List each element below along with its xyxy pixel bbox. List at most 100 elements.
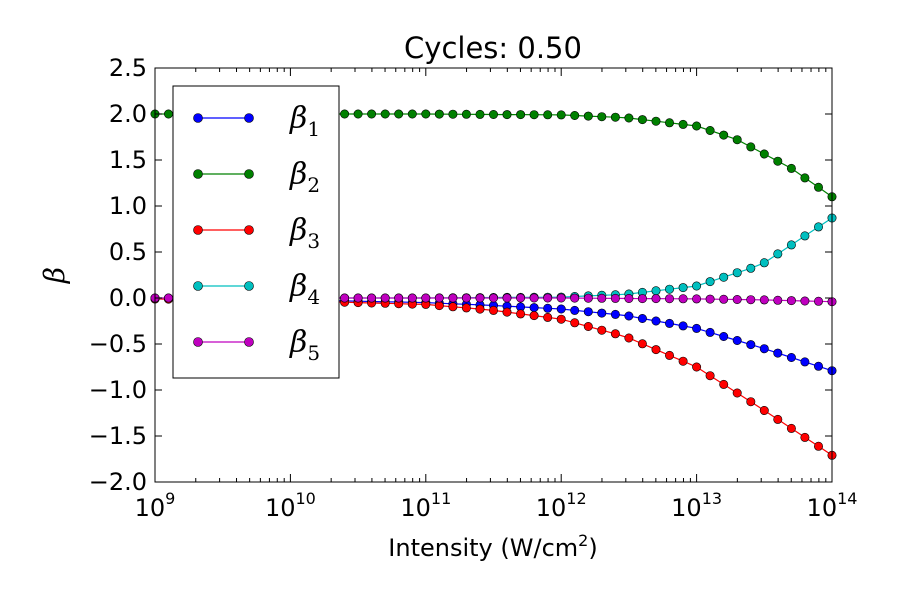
- series-2-point: [651, 116, 661, 126]
- series-5-point: [475, 293, 485, 303]
- series-5-point: [556, 293, 566, 303]
- series-4-point: [719, 272, 729, 282]
- series-2-point: [773, 156, 783, 166]
- series-5-point: [421, 293, 431, 303]
- series-2-point: [692, 121, 702, 131]
- series-3-point: [597, 325, 607, 335]
- series-5-point: [664, 294, 674, 304]
- legend-label: β3: [289, 213, 320, 253]
- legend-marker: [193, 281, 203, 291]
- series-3-point: [624, 333, 634, 343]
- series-2-point: [610, 112, 620, 122]
- series-3-point: [488, 305, 498, 315]
- series-5-point: [773, 295, 783, 305]
- series-4-point: [692, 281, 702, 291]
- series-3-point: [651, 345, 661, 355]
- series-3-point: [502, 307, 512, 317]
- series-5-point: [719, 294, 729, 304]
- series-5-point: [583, 293, 593, 303]
- legend: β1 β2 β3 β4 β5: [172, 85, 340, 379]
- y-axis-label: β: [38, 267, 71, 284]
- series-3-point: [516, 309, 526, 319]
- series-1-point: [800, 357, 810, 367]
- series-3-point: [732, 388, 742, 398]
- x-tick-label: 1013: [671, 489, 722, 522]
- legend-marker: [193, 113, 203, 123]
- series-5-point: [380, 293, 390, 303]
- series-3-point: [543, 312, 553, 322]
- series-5-point: [340, 293, 350, 303]
- series-1-point: [705, 327, 715, 337]
- series-3-point: [813, 441, 823, 451]
- series-1-point: [719, 331, 729, 341]
- series-3-point: [570, 318, 580, 328]
- series-2-point: [732, 135, 742, 145]
- series-1-point: [651, 316, 661, 326]
- series-2-point: [340, 109, 350, 119]
- series-4-point: [786, 240, 796, 250]
- series-1-point: [759, 344, 769, 354]
- series-5-point: [597, 293, 607, 303]
- x-axis: 109 1010 1011 1012 1013 1014: [135, 68, 857, 522]
- legend-marker: [244, 113, 254, 123]
- series-5-point: [461, 293, 471, 303]
- series-5-point: [746, 295, 756, 305]
- series-3-point: [448, 302, 458, 312]
- series-5-point: [570, 293, 580, 303]
- series-1-point: [543, 303, 553, 313]
- series-5-point: [786, 296, 796, 306]
- y-tick-label: −1.5: [89, 422, 147, 450]
- series-2-point: [746, 142, 756, 152]
- series-1-point: [773, 348, 783, 358]
- series-3-point: [719, 379, 729, 389]
- series-1-point: [610, 309, 620, 319]
- series-3-point: [800, 432, 810, 442]
- series-3-point: [475, 304, 485, 314]
- series-2-point: [719, 130, 729, 140]
- series-2-point: [461, 109, 471, 119]
- legend-entry-1: β1: [193, 101, 320, 141]
- series-5-point: [543, 293, 553, 303]
- series-1-point: [556, 304, 566, 314]
- series-2-point: [353, 109, 363, 119]
- x-axis-label-superscript: 2: [578, 531, 588, 550]
- series-3-point: [461, 303, 471, 313]
- x-tick-label: 1010: [265, 489, 316, 522]
- y-tick-label: 2.5: [109, 54, 147, 82]
- series-2-point: [597, 112, 607, 122]
- legend-entry-3: β3: [193, 213, 320, 253]
- series-1-point: [786, 352, 796, 362]
- series-5-point: [434, 293, 444, 303]
- series-4-point: [732, 268, 742, 278]
- series-2-point: [516, 110, 526, 120]
- x-axis-label-close: ): [588, 534, 597, 562]
- legend-label: β5: [289, 325, 320, 365]
- series-2-point: [407, 109, 417, 119]
- chart-title: Cycles: 0.50: [404, 31, 582, 65]
- series-5-point: [502, 293, 512, 303]
- series-5-point: [692, 294, 702, 304]
- series-5-point: [367, 293, 377, 303]
- series-5-point: [516, 293, 526, 303]
- legend-entry-4: β4: [193, 269, 320, 309]
- series-3-point: [529, 311, 539, 321]
- series-4-point: [759, 258, 769, 268]
- y-tick-label: −0.5: [89, 330, 147, 358]
- series-5-point: [705, 294, 715, 304]
- legend-label: β4: [289, 269, 320, 309]
- series-2-point: [637, 115, 647, 125]
- x-tick-label: 1012: [536, 489, 587, 522]
- series-5-point: [624, 293, 634, 303]
- series-2-point: [664, 118, 674, 128]
- series-5-point: [353, 293, 363, 303]
- series-1-point: [624, 311, 634, 321]
- series-5-point: [732, 294, 742, 304]
- series-2-point: [488, 110, 498, 120]
- series-3-point: [637, 339, 647, 349]
- y-tick-label: −2.0: [89, 468, 147, 496]
- series-1-point: [732, 335, 742, 345]
- series-2-point: [380, 109, 390, 119]
- series-2-point: [786, 163, 796, 173]
- legend-marker: [244, 281, 254, 291]
- series-2-point: [705, 126, 715, 136]
